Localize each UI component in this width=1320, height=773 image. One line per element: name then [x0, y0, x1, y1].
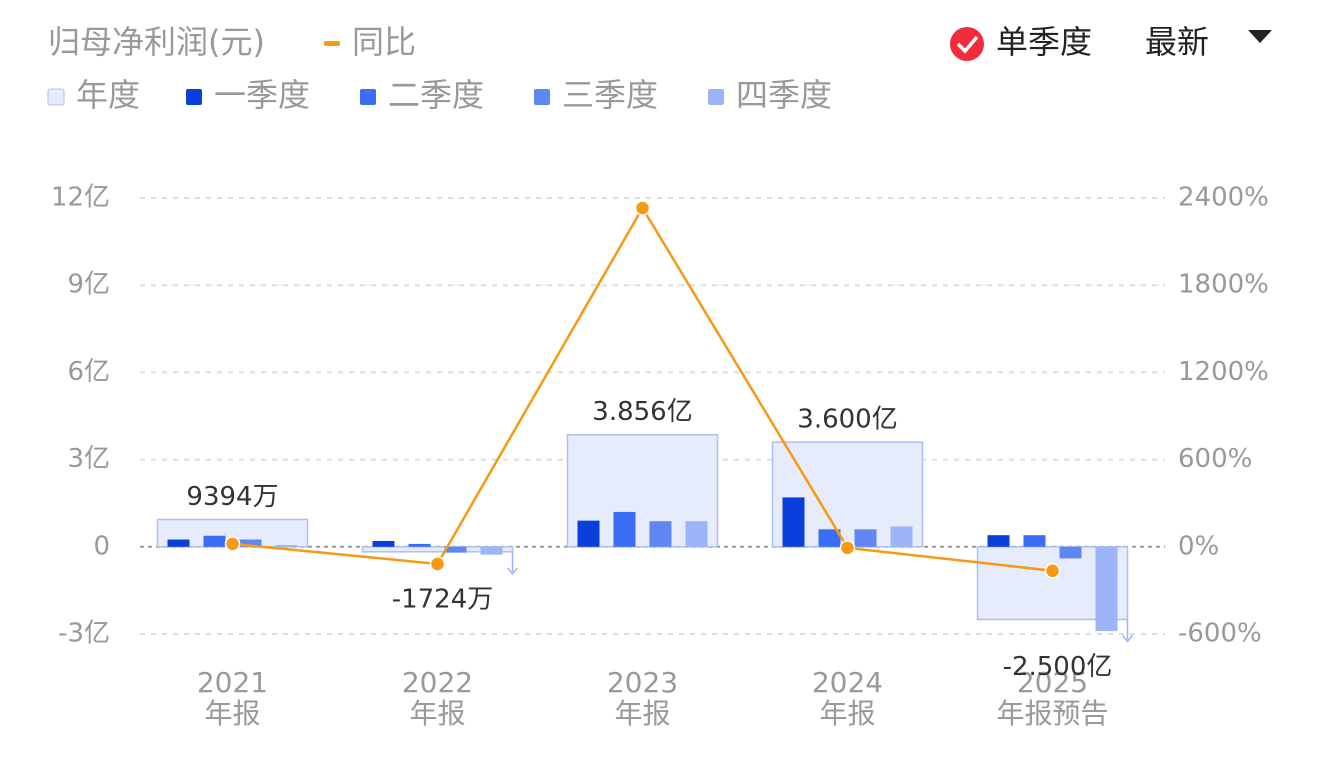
yoy-point — [634, 200, 651, 216]
legend-swatch — [708, 89, 724, 105]
quarter-bar — [854, 529, 877, 547]
negative-arrow — [1121, 619, 1134, 643]
legend-swatch — [534, 89, 550, 105]
y2-tick-label: 1200% — [1178, 357, 1269, 387]
quarter-bar — [685, 521, 708, 547]
toggle-label[interactable]: 单季度 — [996, 23, 1092, 61]
y-tick-label: 0 — [93, 531, 110, 561]
checkbox[interactable] — [950, 27, 984, 61]
x-tick-sublabel: 年报 — [409, 697, 465, 730]
y2-tick-label: 1800% — [1178, 270, 1269, 300]
y2-tick-label: 600% — [1178, 444, 1252, 474]
y2-tick-label: -600% — [1178, 619, 1262, 649]
yoy-point — [429, 556, 446, 572]
yoy-point — [839, 540, 856, 556]
quarter-bar — [275, 545, 298, 547]
annual-label: 9394万 — [186, 482, 278, 512]
annual-label: 3.600亿 — [797, 405, 897, 435]
legend-label: 同比 — [352, 23, 416, 61]
x-tick-sublabel: 年报 — [614, 697, 670, 730]
legend-line — [324, 41, 340, 46]
legend-label: 三季度 — [562, 76, 658, 114]
legend-label: 二季度 — [388, 76, 484, 114]
annual-label: -2.500亿 — [1003, 652, 1113, 682]
quarter-bar — [613, 511, 636, 547]
dropdown[interactable]: 最新 — [1145, 23, 1272, 61]
quarter-bar — [782, 497, 805, 547]
y-tick-label: 12亿 — [51, 183, 110, 213]
quarter-bar — [203, 535, 226, 547]
quarter-bar — [818, 529, 841, 547]
x-tick-sublabel: 年报预告 — [996, 697, 1108, 730]
legend-swatch — [47, 88, 65, 106]
quarter-bar — [408, 543, 431, 547]
x-tick-label: 2022 — [402, 666, 473, 699]
quarter-bar — [1059, 546, 1082, 559]
y-tick-label: -3亿 — [58, 619, 110, 649]
legend-title: 归母净利润(元) — [48, 23, 265, 61]
annual-label: -1724万 — [392, 584, 494, 614]
y-tick-label: 9亿 — [67, 270, 110, 300]
annual-label: 3.856亿 — [592, 397, 692, 427]
legend-label: 年度 — [76, 76, 140, 114]
legend-swatch — [360, 89, 376, 105]
y-tick-label: 3亿 — [67, 444, 110, 474]
x-tick-label: 2024 — [812, 666, 883, 699]
legend-swatch — [186, 89, 202, 105]
legend-label: 四季度 — [736, 76, 832, 114]
quarter-bar — [649, 521, 672, 547]
quarter-bar — [480, 546, 503, 555]
negative-arrow — [506, 551, 519, 575]
dropdown-arrow[interactable] — [1248, 30, 1272, 43]
quarter-bar — [444, 546, 467, 553]
x-tick-label: 2025 — [1017, 666, 1088, 699]
yoy-point — [224, 536, 241, 552]
x-tick-label: 2023 — [607, 666, 678, 699]
quarter-bar — [890, 526, 913, 547]
check-icon — [956, 35, 979, 54]
dropdown-label[interactable]: 最新 — [1145, 23, 1209, 61]
y2-tick-label: 2400% — [1178, 183, 1269, 213]
quarter-bar — [1023, 535, 1046, 547]
x-tick-label: 2021 — [197, 666, 268, 699]
x-tick-sublabel: 年报 — [204, 697, 260, 730]
annual-box — [361, 546, 514, 553]
toggle[interactable]: 单季度 — [950, 23, 1092, 61]
quarter-bar — [987, 535, 1010, 547]
quarter-bar — [1095, 546, 1118, 632]
legend-label: 一季度 — [214, 76, 310, 114]
quarter-bar — [167, 539, 190, 547]
yoy-point — [1044, 563, 1061, 579]
x-tick-sublabel: 年报 — [819, 697, 875, 730]
quarter-bar — [239, 539, 262, 547]
quarter-bar — [577, 520, 600, 547]
y-tick-label: 6亿 — [67, 357, 110, 387]
y2-tick-label: 0% — [1178, 531, 1219, 561]
quarter-bar — [372, 540, 395, 547]
